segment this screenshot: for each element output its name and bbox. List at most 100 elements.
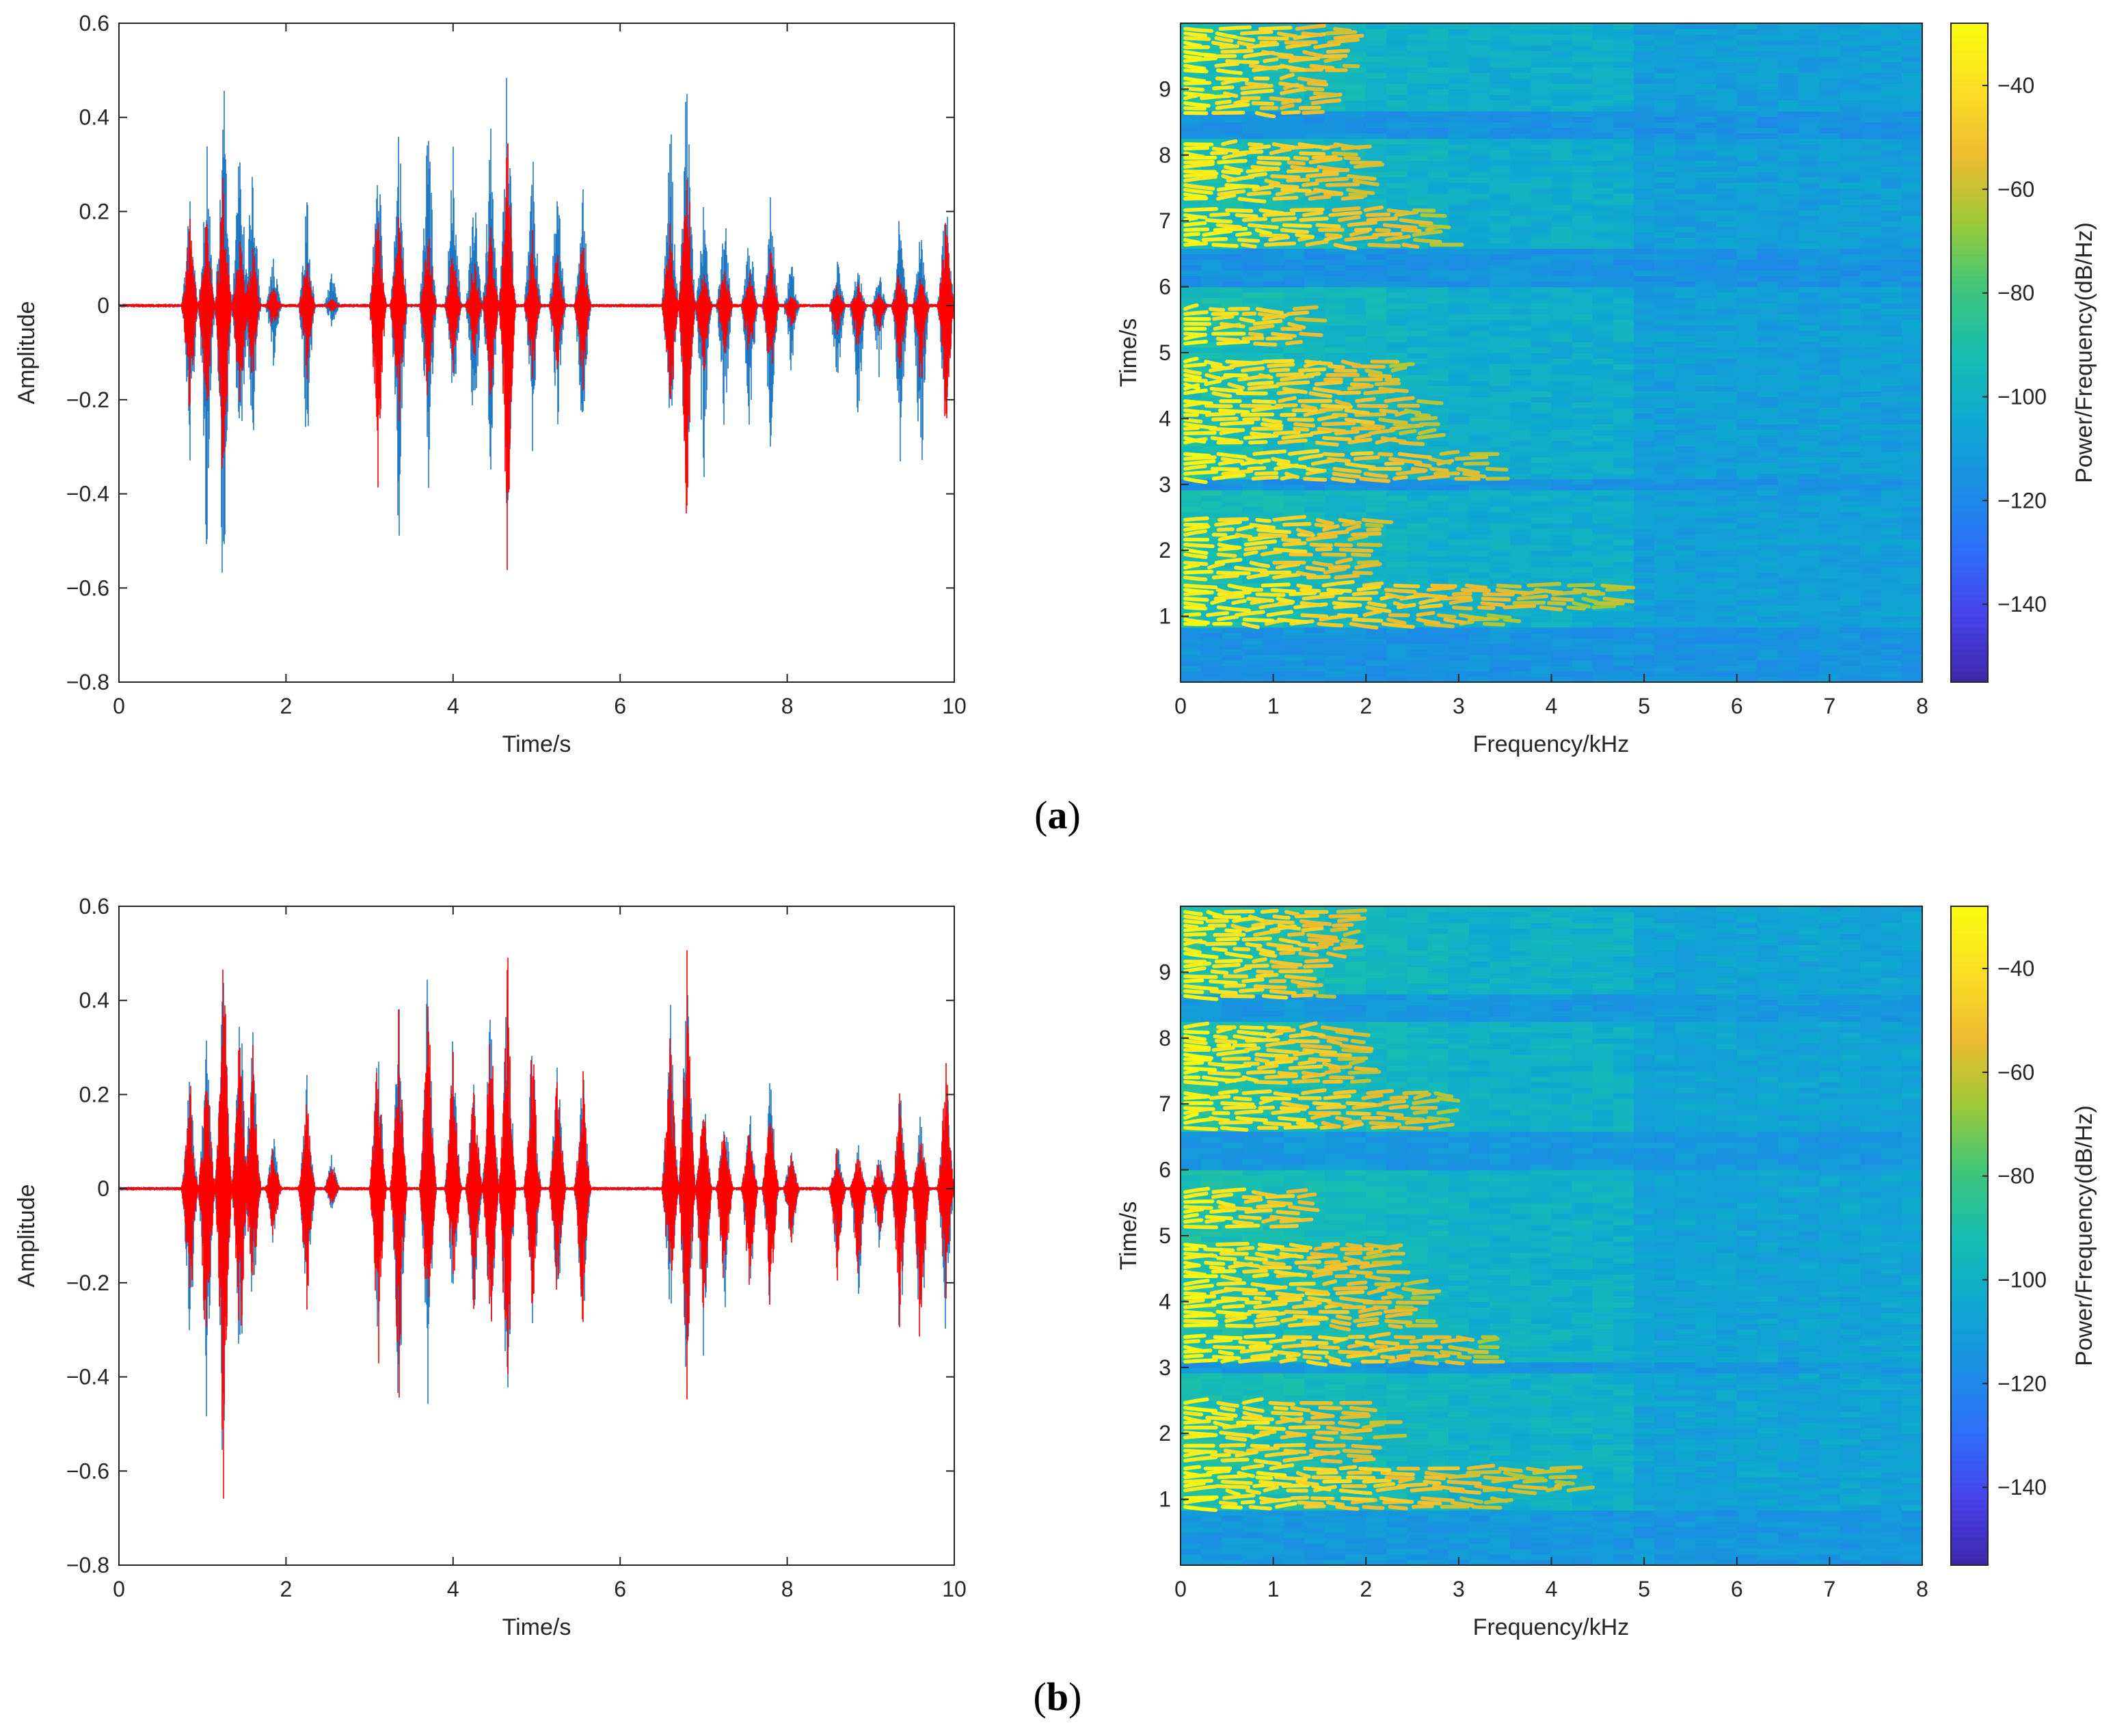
spectrogram-cell bbox=[1757, 638, 1779, 645]
spectrogram-cell bbox=[1181, 677, 1202, 683]
spectrogram-cell bbox=[1304, 265, 1325, 271]
spectrogram-cell bbox=[1345, 545, 1366, 551]
spectrogram-cell bbox=[1304, 254, 1325, 260]
harmonic-streak bbox=[1247, 384, 1280, 391]
spectrogram-cell bbox=[1716, 56, 1738, 62]
spectrogram-cell bbox=[1263, 467, 1284, 474]
harmonic-streak bbox=[1503, 603, 1537, 610]
spectrogram-cell bbox=[1819, 407, 1840, 413]
spectrogram-cell bbox=[1778, 413, 1799, 419]
spectrogram-cell bbox=[1840, 51, 1861, 57]
harmonic-streak bbox=[1328, 364, 1345, 369]
spectrogram-cell bbox=[1510, 259, 1531, 265]
harmonic-streak bbox=[1306, 534, 1338, 542]
spectrogram-cell bbox=[1427, 303, 1449, 310]
spectrogram-cell bbox=[1345, 319, 1366, 326]
spectrogram-cell bbox=[1181, 440, 1202, 447]
spectrogram-cell bbox=[1634, 561, 1655, 567]
spectrogram-cell bbox=[1901, 567, 1923, 573]
spectrogram-cell bbox=[1468, 627, 1490, 634]
harmonic-streak bbox=[1211, 573, 1239, 580]
spectrogram-cell bbox=[1242, 204, 1264, 211]
spectrogram-cell bbox=[1263, 265, 1284, 271]
spectrogram-cell bbox=[1551, 182, 1573, 189]
spectrogram-cell bbox=[1304, 72, 1325, 79]
harmonic-streak bbox=[1220, 457, 1245, 464]
spectrogram-cell bbox=[1901, 429, 1923, 436]
spectrogram-cell bbox=[1757, 435, 1779, 442]
spectrogram-cell bbox=[1613, 270, 1634, 277]
spectrogram-cell bbox=[1757, 578, 1779, 584]
spectrogram-cell bbox=[1881, 446, 1902, 452]
spectrogram-cell bbox=[1634, 297, 1655, 304]
spectrogram-cell bbox=[1386, 144, 1408, 150]
spectrogram-cell bbox=[1345, 40, 1366, 46]
spectrogram-cell bbox=[1757, 275, 1779, 282]
spectrogram-cell bbox=[1386, 325, 1408, 331]
spectrogram-cell bbox=[1592, 105, 1614, 112]
spectrogram-cell bbox=[1263, 638, 1284, 645]
harmonic-streak bbox=[1365, 605, 1392, 614]
spectrogram-cell bbox=[1490, 182, 1511, 189]
spectrogram-cell bbox=[1222, 72, 1243, 79]
spectrogram-cell bbox=[1407, 665, 1429, 672]
spectrogram-cell bbox=[1448, 440, 1470, 447]
spectrogram-cell bbox=[1304, 517, 1325, 524]
spectrogram-cell bbox=[1366, 643, 1387, 650]
spectrogram-cell bbox=[1386, 248, 1408, 254]
spectrogram-cell bbox=[1468, 199, 1490, 205]
spectrogram-cell bbox=[1407, 40, 1429, 46]
spectrogram-cell bbox=[1427, 23, 1449, 29]
harmonic-streak bbox=[1277, 438, 1308, 445]
spectrogram-cell bbox=[1510, 116, 1531, 123]
spectrogram-cell bbox=[1881, 391, 1902, 397]
spectrogram-cell bbox=[1654, 621, 1675, 628]
spectrogram-cell bbox=[1468, 275, 1490, 282]
spectrogram-cell bbox=[1427, 221, 1449, 227]
spectrogram-cell bbox=[1468, 550, 1490, 556]
spectrogram-cell bbox=[1757, 380, 1779, 386]
spectrogram-cell bbox=[1695, 654, 1717, 661]
spectrogram-cell bbox=[1263, 632, 1284, 639]
harmonic-streak bbox=[1183, 238, 1200, 245]
spectrogram-cell bbox=[1181, 467, 1202, 474]
spectrogram-cell bbox=[1799, 578, 1820, 584]
spectrogram-cell bbox=[1468, 413, 1490, 419]
spectrogram-cell bbox=[1386, 632, 1408, 639]
spectrogram-cell bbox=[1757, 649, 1779, 655]
spectrogram-cell bbox=[1695, 40, 1717, 46]
spectrogram-cell bbox=[1468, 495, 1490, 502]
spectrogram-cell bbox=[1325, 506, 1346, 513]
spectrogram-cell bbox=[1448, 572, 1470, 578]
spectrogram-cell bbox=[1675, 62, 1696, 68]
spectrogram-cell bbox=[1242, 34, 1264, 40]
harmonic-streak bbox=[1324, 232, 1341, 238]
spectrogram-cell bbox=[1778, 572, 1799, 578]
spectrogram-cell bbox=[1531, 572, 1552, 578]
spectrogram-cell bbox=[1366, 149, 1387, 156]
spectrogram-cell bbox=[1572, 154, 1593, 161]
spectrogram-cell bbox=[1901, 621, 1923, 628]
harmonic-streak bbox=[1279, 103, 1295, 110]
spectrogram-cell bbox=[1634, 375, 1655, 381]
spectrogram-cell bbox=[1799, 259, 1820, 265]
spectrogram-cell bbox=[1654, 248, 1675, 254]
spectrogram-cell bbox=[1654, 462, 1675, 469]
spectrogram-cell bbox=[1654, 193, 1675, 200]
spectrogram-cell bbox=[1427, 358, 1449, 364]
spectrogram-cell bbox=[1427, 660, 1449, 666]
spectrogram-cell bbox=[1345, 500, 1366, 507]
harmonic-streak bbox=[1201, 236, 1228, 242]
spectrogram-cell bbox=[1510, 347, 1531, 353]
spectrogram-cell bbox=[1551, 232, 1573, 238]
spectrogram-cell bbox=[1840, 336, 1861, 342]
spectrogram-cell bbox=[1448, 380, 1470, 386]
spectrogram-cell bbox=[1407, 545, 1429, 551]
spectrogram-cell bbox=[1531, 94, 1552, 100]
spectrogram-cell bbox=[1222, 144, 1243, 150]
harmonic-streak bbox=[1262, 359, 1295, 364]
spectrogram-cell bbox=[1366, 193, 1387, 200]
spectrogram-cell bbox=[1799, 599, 1820, 606]
spectrogram-cell bbox=[1386, 127, 1408, 134]
spectrogram-cell bbox=[1819, 23, 1840, 29]
